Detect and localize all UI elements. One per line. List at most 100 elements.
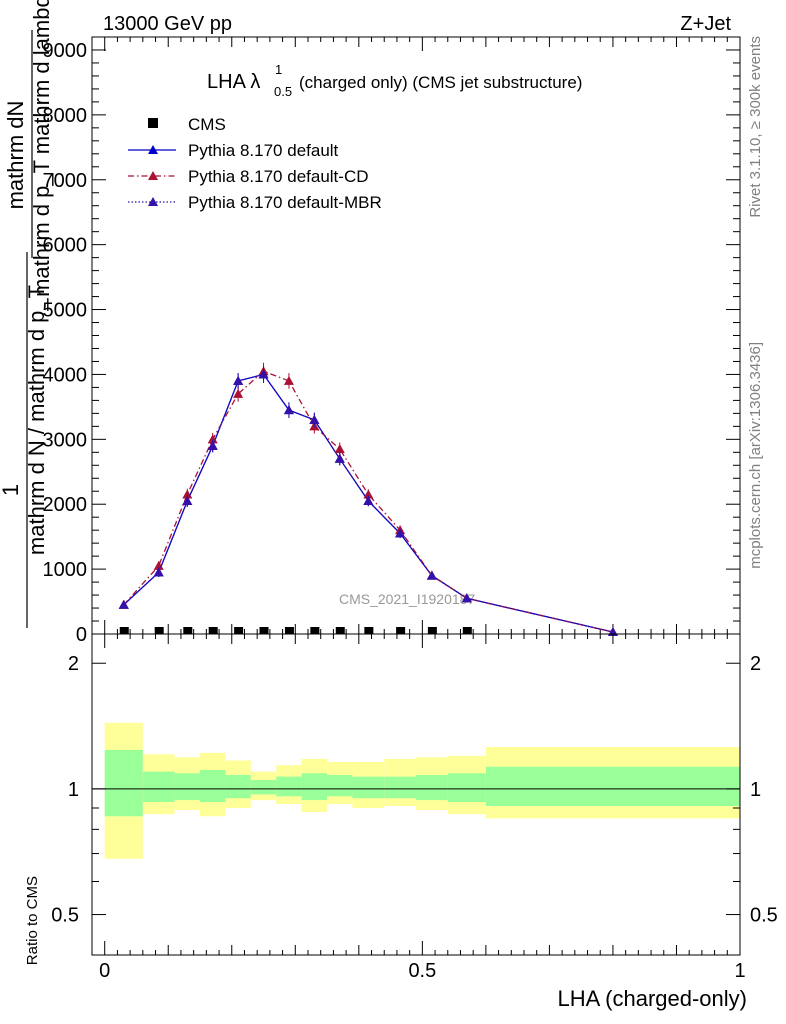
series-marker (334, 453, 345, 463)
series-marker (182, 495, 193, 505)
main-y-label: mathrm dN mathrm d p_T mathrm d lambda 1… (0, 0, 54, 628)
legend-label: CMS (188, 115, 226, 134)
cms-data-point (154, 627, 164, 634)
title-suffix: (charged only) (CMS jet substructure) (299, 73, 582, 92)
legend-label: Pythia 8.170 default-MBR (188, 193, 382, 212)
ylabel-num-bottom: 1 (0, 484, 23, 496)
ratio-green-band (200, 769, 226, 803)
series-marker (258, 369, 269, 379)
legend-entry: Pythia 8.170 default-MBR (128, 193, 382, 212)
x-tick-label: 0.5 (408, 960, 436, 982)
cms-data-point (183, 627, 193, 634)
series-line (123, 370, 614, 633)
main-y-tick-label: 1000 (43, 559, 88, 581)
main-y-tick-label: 6000 (43, 235, 88, 257)
main-y-tick-label: 3000 (43, 429, 88, 451)
legend: CMS Pythia 8.170 default Pythia 8.170 defa… (128, 115, 382, 212)
main-y-tick-label: 0 (76, 624, 87, 646)
x-axis-label: LHA (charged-only) (557, 986, 747, 1011)
ratio-green-band (416, 774, 448, 801)
ratio-green-band (104, 749, 143, 817)
series-marker (363, 495, 374, 505)
legend-triangle-marker (148, 145, 158, 154)
cms-data-point (364, 627, 374, 634)
ratio-y-tick-label: 1 (68, 779, 79, 801)
cms-data-point (284, 627, 294, 634)
ratio-green-band (327, 774, 353, 797)
ratio-green-band (174, 773, 200, 801)
series-marker (118, 599, 129, 609)
ratio-green-band (384, 776, 416, 799)
ratio-bands (104, 722, 740, 859)
main-y-tick-label: 8000 (43, 105, 88, 127)
main-plot: 0 1000 2000 3000 4000 5000 6000 7000 8000 9000 CM… (0, 0, 741, 646)
ylabel-den-bottom: mathrm d N / mathrm d p_T (24, 285, 49, 555)
series-marker (461, 593, 472, 603)
ratio-y-ticks: 0.5 0.5 1 1 2 2 (51, 653, 778, 926)
legend-label: Pythia 8.170 default-CD (188, 167, 369, 186)
series-marker (233, 388, 244, 398)
process-label: Z+Jet (680, 13, 731, 35)
ratio-green-band (142, 771, 175, 803)
analysis-watermark: CMS_2021_I1920187 (339, 591, 475, 607)
main-y-tick-label: 9000 (43, 40, 88, 62)
cms-data-point (259, 627, 269, 634)
title-superscript: 1 (275, 62, 282, 77)
title-prefix: LHA λ (207, 71, 260, 93)
legend-triangle-marker (148, 171, 158, 180)
rivet-label: Rivet 3.1.10, ≥ 300k events (747, 36, 764, 218)
series-marker (153, 567, 164, 577)
series-marker (207, 440, 218, 450)
energy-label: 13000 GeV pp (103, 13, 232, 35)
series-marker (363, 489, 374, 499)
series-marker (309, 414, 320, 424)
ratio-green-band (276, 776, 302, 797)
main-y-tick-label: 2000 (43, 494, 88, 516)
legend-label: Pythia 8.170 default (188, 141, 339, 160)
ratio-green-band (301, 773, 328, 801)
series-marker (283, 405, 294, 415)
mcplots-label: mcplots.cern.ch [arXiv:1306.3436] (747, 342, 764, 569)
x-tick-label: 0 (99, 960, 110, 982)
cms-data-point (427, 627, 437, 634)
ratio-green-band (485, 766, 740, 806)
ratio-y-tick-label: 2 (68, 653, 79, 675)
series-marker (395, 528, 406, 538)
series-marker (426, 570, 437, 580)
plot-title: LHA λ 1 0.5 (charged only) (CMS jet subs… (207, 62, 582, 99)
main-y-tick-label: 7000 (43, 170, 88, 192)
ratio-y-tick-label-right: 2 (750, 653, 761, 675)
series-marker (233, 375, 244, 385)
legend-entry: Pythia 8.170 default-CD (128, 167, 369, 186)
title-subscript: 0.5 (274, 84, 292, 99)
series-line (123, 373, 614, 633)
legend-square-marker (148, 118, 158, 128)
ratio-y-tick-label-right: 0.5 (750, 905, 778, 927)
cms-data-point (462, 627, 472, 634)
ratio-y-label: Ratio to CMS (24, 876, 41, 965)
series-marker (334, 444, 345, 454)
legend-triangle-marker (148, 197, 158, 206)
ratio-y-tick-label: 0.5 (51, 905, 79, 927)
ratio-x-ticks: 0 0.5 1 (99, 634, 746, 982)
cms-data-point (335, 627, 345, 634)
ratio-y-tick-label-right: 1 (750, 779, 761, 801)
ratio-plot-frame (91, 633, 741, 956)
ylabel-num-top: mathrm dN (3, 101, 28, 210)
series-marker (283, 375, 294, 385)
cms-data-point (234, 627, 244, 634)
x-tick-label: 1 (734, 960, 745, 982)
main-y-ticks: 0 1000 2000 3000 4000 5000 6000 7000 8000 9000 (43, 36, 740, 646)
main-y-tick-label: 4000 (43, 364, 88, 386)
legend-entry: Pythia 8.170 default (128, 141, 339, 160)
main-y-tick-label: 5000 (43, 300, 88, 322)
ratio-green-band (225, 774, 251, 799)
ratio-green-band (250, 780, 277, 795)
ratio-plot: 0.5 0.51 12 2 0 0.5 1 Ratio to CMS (24, 633, 778, 982)
ylabel-den-top: mathrm d p_T mathrm d lambda (29, 0, 54, 297)
cms-data-point (208, 627, 218, 634)
series-marker (207, 434, 218, 444)
ratio-green-band (447, 773, 486, 803)
legend-entry: CMS (148, 115, 226, 134)
